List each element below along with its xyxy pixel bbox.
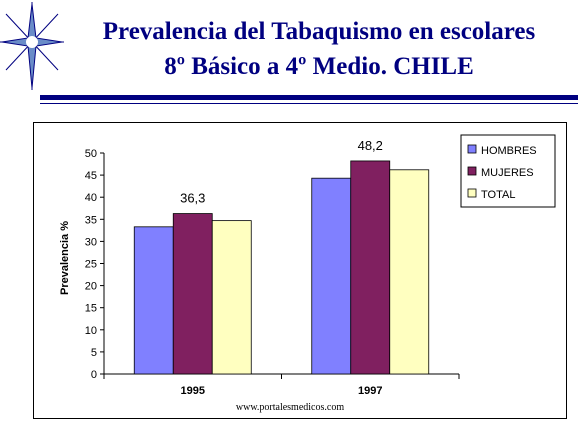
bars-group: 36,3 48,2 <box>133 138 430 375</box>
y-tick-label: 0 <box>91 369 97 381</box>
legend-swatch <box>467 166 477 176</box>
legend-swatch <box>467 188 477 198</box>
y-tick-label: 20 <box>85 281 97 293</box>
data-label: 36,3 <box>180 191 205 206</box>
y-tick-label: 30 <box>85 236 97 248</box>
page-title: Prevalencia del Tabaquismo en escolares … <box>60 14 578 84</box>
x-tick-label: 1997 <box>358 385 382 397</box>
y-tick-label: 50 <box>85 148 97 160</box>
y-tick-label: 15 <box>85 303 97 315</box>
title-line-2: 8º Básico a 4º Medio. CHILE <box>164 53 474 80</box>
bar-mujeres-1995 <box>172 213 213 375</box>
y-tick-label: 45 <box>85 170 97 182</box>
axes: 0 5 10 15 20 25 30 35 40 45 50 1995 1997 <box>85 148 460 397</box>
title-rule-thick <box>40 95 578 100</box>
y-tick-label: 35 <box>85 214 97 226</box>
source-footnote: www.portalesmedicos.com <box>236 402 344 413</box>
legend-label: HOMBRES <box>481 145 537 157</box>
legend-label: TOTAL <box>481 189 515 201</box>
y-tick-label: 5 <box>91 347 97 359</box>
title-line-1: Prevalencia del Tabaquismo en escolares <box>102 18 536 45</box>
legend-swatch <box>467 144 477 154</box>
title-rule-thin <box>40 103 578 104</box>
data-label: 48,2 <box>358 138 383 153</box>
legend-label: MUJERES <box>481 167 534 179</box>
star-logo-icon <box>0 2 64 90</box>
x-tick-label: 1995 <box>181 385 205 397</box>
bar-total-1997 <box>389 169 430 375</box>
y-tick-label: 40 <box>85 192 97 204</box>
bar-hombres-1997 <box>311 177 352 375</box>
bar-mujeres-1997 <box>350 160 391 375</box>
bar-total-1995 <box>211 220 252 375</box>
y-tick-label: 10 <box>85 325 97 337</box>
y-axis-label: Prevalencia % <box>59 221 71 295</box>
chart-panel: Prevalencia % 0 5 10 15 20 25 30 35 40 45 50 1995 19… <box>33 122 567 419</box>
bar-hombres-1995 <box>133 226 174 375</box>
legend-box <box>460 134 556 208</box>
legend: HOMBRES MUJERES TOTAL <box>460 134 556 208</box>
bar-chart: Prevalencia % 0 5 10 15 20 25 30 35 40 45 50 1995 19… <box>59 134 556 413</box>
y-tick-label: 25 <box>85 259 97 271</box>
